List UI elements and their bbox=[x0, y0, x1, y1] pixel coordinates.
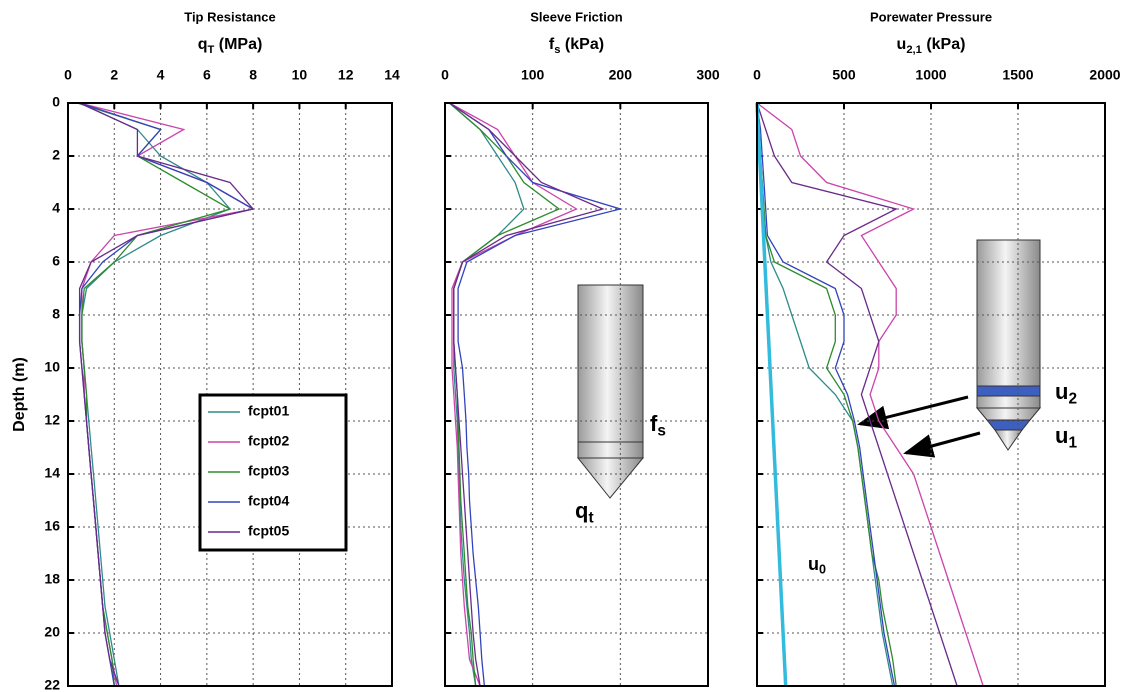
x-axis-label: qT (MPa) bbox=[198, 36, 263, 56]
subscript: s bbox=[657, 423, 666, 440]
x-tick-label: 300 bbox=[696, 67, 720, 83]
subscript: 1 bbox=[1068, 435, 1077, 452]
x-tick-label: 2000 bbox=[1089, 67, 1120, 83]
subscript: 2,1 bbox=[906, 44, 922, 56]
data-line bbox=[756, 102, 984, 687]
y-tick-label: 4 bbox=[52, 200, 60, 216]
x-tick-label: 200 bbox=[609, 67, 633, 83]
y-tick-label: 10 bbox=[44, 359, 60, 375]
y-tick-label: 0 bbox=[52, 94, 60, 110]
data-line bbox=[449, 102, 578, 687]
y-tick-label: 6 bbox=[52, 253, 60, 269]
data-line bbox=[756, 102, 958, 687]
data-line bbox=[449, 102, 623, 687]
legend-label: fcpt03 bbox=[248, 463, 289, 479]
y-tick-label: 20 bbox=[44, 624, 60, 640]
subscript: s bbox=[554, 44, 560, 56]
x-axis-label: u2,1 (kPa) bbox=[897, 36, 966, 56]
plot-frame bbox=[67, 102, 393, 687]
x-tick-label: 8 bbox=[249, 67, 257, 83]
annotation: u2 bbox=[1055, 379, 1077, 408]
text-part: u bbox=[808, 554, 819, 574]
x-tick-label: 0 bbox=[753, 67, 761, 83]
hydrostatic-label: u0 bbox=[808, 554, 826, 577]
x-tick-label: 0 bbox=[64, 67, 72, 83]
y-tick-label: 18 bbox=[44, 571, 60, 587]
text-part: q bbox=[575, 498, 588, 523]
text-part: (MPa) bbox=[214, 36, 262, 53]
subscript: 0 bbox=[819, 563, 826, 577]
annotation: qt bbox=[575, 498, 594, 527]
y-tick-label: 14 bbox=[44, 465, 60, 481]
data-line bbox=[756, 102, 896, 687]
subscript: t bbox=[588, 510, 593, 527]
subscript: 2 bbox=[1068, 391, 1077, 408]
legend-label: fcpt02 bbox=[248, 433, 289, 449]
x-tick-label: 0 bbox=[441, 67, 449, 83]
x-tick-label: 4 bbox=[157, 67, 165, 83]
y-tick-label: 8 bbox=[52, 306, 60, 322]
legend-label: fcpt04 bbox=[248, 493, 289, 509]
panel-title: Porewater Pressure bbox=[870, 9, 992, 24]
x-tick-label: 2 bbox=[110, 67, 118, 83]
data-line bbox=[449, 102, 605, 687]
y-tick-label: 12 bbox=[44, 412, 60, 428]
piezocone-illustration bbox=[857, 239, 1042, 458]
x-tick-label: 14 bbox=[384, 67, 400, 83]
panel-title: Tip Resistance bbox=[184, 9, 276, 24]
x-tick-label: 10 bbox=[292, 67, 308, 83]
x-tick-label: 1000 bbox=[915, 67, 946, 83]
text-part: (kPa) bbox=[922, 36, 966, 53]
annotation: u1 bbox=[1055, 423, 1077, 452]
panel-title: Sleeve Friction bbox=[530, 9, 623, 24]
text-part: f bbox=[549, 36, 555, 53]
text-part: u bbox=[1055, 379, 1068, 404]
x-tick-label: 6 bbox=[203, 67, 211, 83]
text-part: u bbox=[1055, 423, 1068, 448]
cone-illustration bbox=[576, 284, 645, 499]
text-part: u bbox=[897, 36, 907, 53]
annotation: fs bbox=[650, 411, 666, 440]
x-axis-label: fs (kPa) bbox=[549, 36, 604, 56]
text-part: q bbox=[198, 36, 208, 53]
legend-label: fcpt05 bbox=[248, 523, 289, 539]
x-tick-label: 1500 bbox=[1002, 67, 1033, 83]
subscript: T bbox=[207, 44, 214, 56]
x-tick-label: 100 bbox=[521, 67, 545, 83]
x-tick-label: 12 bbox=[338, 67, 354, 83]
hydrostatic-line bbox=[755, 102, 788, 687]
y-tick-label: 2 bbox=[52, 147, 60, 163]
plot-frame bbox=[444, 102, 709, 687]
y-axis-label: Depth (m) bbox=[11, 357, 28, 432]
data-line bbox=[448, 102, 525, 687]
text-part: f bbox=[650, 411, 658, 436]
data-line bbox=[78, 102, 255, 687]
text-part: (kPa) bbox=[560, 36, 604, 53]
y-tick-label: 16 bbox=[44, 518, 60, 534]
data-line bbox=[756, 102, 897, 687]
plot-frame bbox=[756, 102, 1106, 687]
legend-label: fcpt01 bbox=[248, 403, 289, 419]
x-tick-label: 500 bbox=[832, 67, 856, 83]
y-tick-label: 22 bbox=[44, 677, 60, 692]
